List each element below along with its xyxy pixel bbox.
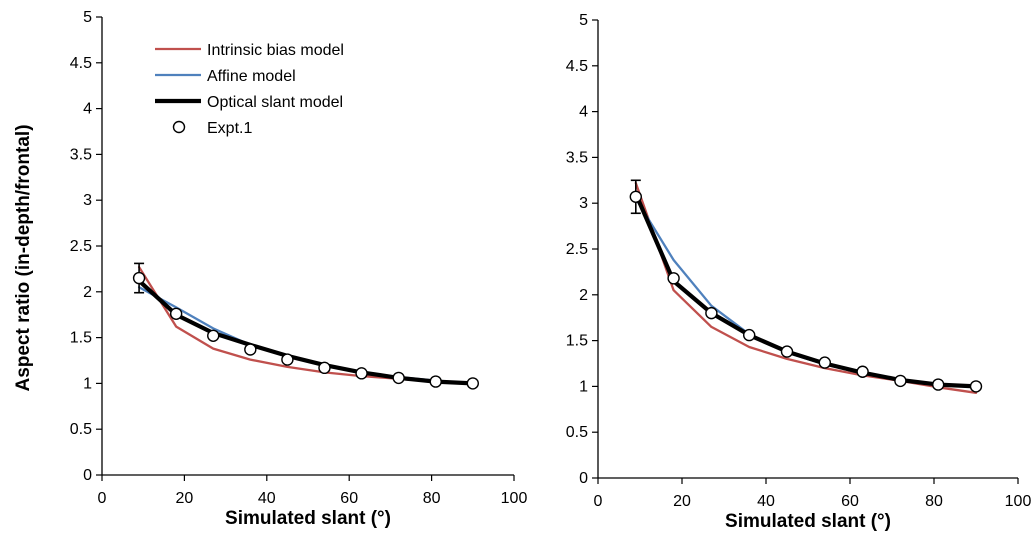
x-tick-label: 40 [258,490,276,507]
legend-label-1: Affine model [207,68,296,85]
legend: Intrinsic bias model Affine model Optical … [155,42,344,137]
chart-panel-right: 0 0.5 1 1.5 2 2.5 3 3.5 4 4.5 5 0 20 40 60 80 100 Simulat… [566,12,1032,532]
data-point [355,367,368,380]
series-line-0 [137,265,474,386]
y-tick-label: 4.5 [566,58,588,75]
data-point [780,345,794,358]
data-point [932,378,945,391]
x-tick-label: 60 [841,493,859,510]
y-tick-label: 3.5 [70,146,92,163]
data-point [743,328,756,342]
data-point [667,272,680,285]
x-tick-label: 80 [423,490,441,507]
y-tick-label: 4 [83,101,92,118]
y-tick-label: 2 [83,284,92,301]
series-line-2 [137,278,475,386]
y-tick-label: 1.5 [566,333,588,350]
y-tick-label: 1 [579,378,588,395]
data-point [818,356,831,369]
data-point [894,374,907,388]
legend-label-0: Intrinsic bias model [207,42,344,59]
data-point [169,307,183,320]
data-point [856,365,869,378]
y-tick-label: 2.5 [70,238,92,255]
y-tick-label: 0 [579,470,588,487]
chart-panel-left: 0 0.5 1 1.5 2 2.5 3 3.5 4 4.5 5 0 20 40 60 80 100 Simulat… [13,9,527,529]
data-point [629,190,642,203]
y-tick-label: 2 [579,287,588,304]
x-tick-label: 100 [501,490,528,507]
x-tick-label: 0 [594,493,603,510]
x-tick-label: 0 [98,490,107,507]
y-tick-label: 0.5 [566,424,588,441]
data-point [132,271,146,285]
x-tick-label: 60 [340,490,358,507]
data-point [429,375,442,388]
y-tick-label: 4.5 [70,55,92,72]
y-tick-label: 2.5 [566,241,588,258]
x-axis-label: Simulated slant (°) [225,508,391,529]
x-tick-label: 20 [673,493,691,510]
x-tick-label: 40 [757,493,775,510]
data-point [392,371,405,385]
legend-label-2: Optical slant model [207,94,343,111]
y-tick-label: 1.5 [70,330,92,347]
y-tick-label: 3 [83,192,92,209]
y-tick-label: 3.5 [566,149,588,166]
data-point [281,353,294,366]
y-tick-label: 4 [579,104,588,121]
y-tick-label: 0.5 [70,421,92,438]
data-point [969,380,983,393]
data-point [705,306,718,320]
legend-swatch-3 [172,120,186,134]
x-tick-label: 20 [176,490,194,507]
y-tick-label: 5 [579,12,588,29]
data-point [207,329,220,342]
x-tick-label: 80 [925,493,943,510]
x-tick-label: 100 [1005,493,1032,510]
y-tick-label: 3 [579,195,588,212]
series-line-2 [633,191,979,389]
data-point [318,361,331,375]
y-tick-label: 1 [83,375,92,392]
y-tick-label: 5 [83,9,92,26]
y-axis-label: Aspect ratio (in-depth/frontal) [13,124,34,391]
data-point [244,343,257,356]
legend-label-3: Expt.1 [207,120,252,137]
series-line-0 [634,181,978,394]
x-axis-label: Simulated slant (°) [725,511,891,532]
y-tick-label: 0 [83,467,92,484]
data-point [466,377,479,390]
